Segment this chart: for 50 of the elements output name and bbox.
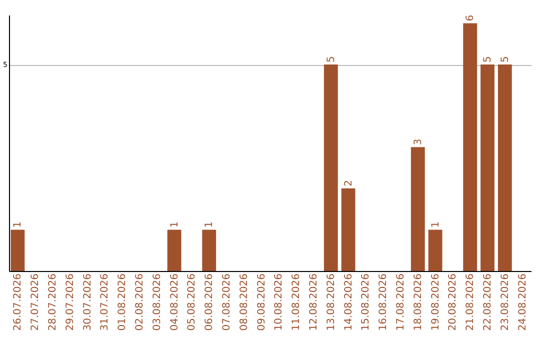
data-label: 1 bbox=[12, 221, 24, 228]
data-label: 5 bbox=[500, 56, 511, 63]
x-tick-label: 13.08.2026 bbox=[326, 274, 337, 331]
x-tick-label: 05.08.2026 bbox=[186, 274, 198, 331]
x-tick-label: 30.07.2026 bbox=[82, 274, 94, 331]
bar bbox=[167, 230, 182, 271]
bar bbox=[428, 230, 442, 271]
x-tick-label: 14.08.2026 bbox=[343, 274, 354, 331]
x-tick-label: 12.08.2026 bbox=[308, 274, 320, 331]
data-label: 1 bbox=[169, 221, 180, 228]
x-tick-label: 21.08.2026 bbox=[465, 274, 476, 331]
bar bbox=[480, 64, 494, 271]
x-tick-label: 19.08.2026 bbox=[430, 274, 442, 331]
x-tick-label: 02.08.2026 bbox=[134, 274, 146, 331]
x-tick-label: 10.08.2026 bbox=[274, 274, 285, 331]
x-tick-label: 01.08.2026 bbox=[117, 274, 128, 331]
x-tick-label: 27.07.2026 bbox=[30, 274, 42, 331]
data-label: 1 bbox=[204, 221, 216, 228]
bar bbox=[202, 230, 216, 271]
bar bbox=[324, 64, 338, 271]
x-tick-label: 29.07.2026 bbox=[64, 274, 76, 331]
x-tick-label: 20.08.2026 bbox=[448, 274, 459, 331]
x-tick-label: 18.08.2026 bbox=[412, 274, 424, 331]
x-tick-label: 07.08.2026 bbox=[222, 274, 232, 331]
data-label: 3 bbox=[412, 138, 424, 146]
x-tick-label: 31.07.2026 bbox=[100, 274, 111, 331]
bar bbox=[410, 147, 425, 271]
x-tick-label: 06.08.2026 bbox=[204, 274, 216, 331]
bar bbox=[498, 64, 512, 271]
x-tick-label: 17.08.2026 bbox=[396, 274, 406, 331]
x-tick-label: 24.08.2026 bbox=[517, 274, 528, 331]
bar bbox=[341, 188, 356, 271]
x-tick-label: 03.08.2026 bbox=[152, 274, 163, 331]
x-tick-label: 09.08.2026 bbox=[256, 274, 268, 331]
x-tick-label: 04.08.2026 bbox=[169, 274, 180, 331]
x-tick-label: 15.08.2026 bbox=[360, 274, 372, 331]
x-tick-label: 16.08.2026 bbox=[378, 274, 390, 331]
x-tick-label: 11.08.2026 bbox=[291, 274, 302, 331]
x-tick-label: 08.08.2026 bbox=[238, 274, 250, 331]
data-label: 6 bbox=[465, 14, 476, 22]
x-tick-label: 28.07.2026 bbox=[48, 274, 58, 331]
bar bbox=[10, 230, 25, 271]
x-tick-label: 26.07.2026 bbox=[12, 274, 24, 331]
x-tick-label: 23.08.2026 bbox=[500, 274, 511, 331]
bar bbox=[463, 23, 478, 271]
data-label: 1 bbox=[430, 221, 442, 228]
data-label: 2 bbox=[343, 180, 354, 186]
x-tick-label: 22.08.2026 bbox=[482, 274, 494, 331]
data-label: 5 bbox=[482, 56, 494, 63]
data-label: 5 bbox=[326, 56, 337, 63]
